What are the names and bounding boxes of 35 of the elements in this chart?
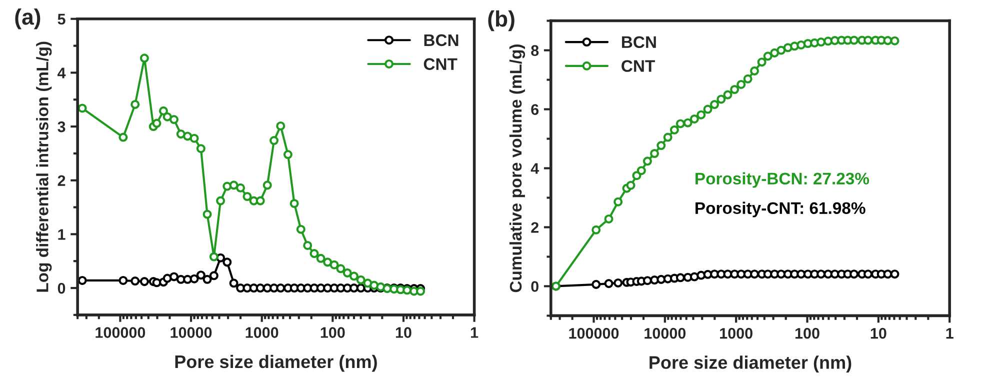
y-tick-label: 0 — [531, 281, 538, 292]
x-tick-label: 1000 — [720, 328, 752, 339]
y-tick-label: 8 — [531, 45, 539, 56]
x-tick-label: 10000 — [170, 327, 212, 338]
y-tick-label: 3 — [58, 121, 66, 132]
annotation: Porosity-CNT: 61.98% — [696, 202, 866, 218]
y-tick-label: 2 — [531, 222, 538, 233]
annotation: Porosity-BCN: 27.23% — [696, 172, 870, 188]
x-tick-label: 10 — [396, 327, 412, 338]
legend-label: BCN — [424, 34, 458, 46]
y-axis-title: Log differential intrusion (mL/g) — [36, 42, 52, 292]
y-axis-title: Cumulative pore volume (mL/g) — [509, 44, 526, 292]
y-tick-label: 2 — [58, 175, 66, 186]
x-tick-label: 1000 — [246, 327, 278, 338]
chart-title: (a) — [15, 8, 40, 30]
y-tick-label: 6 — [531, 104, 539, 115]
x-tick-label: 100 — [320, 327, 345, 338]
legend-label: BCN — [622, 36, 656, 48]
y-tick-label: 0 — [58, 282, 66, 294]
x-tick-label: 10000 — [644, 328, 686, 339]
x-axis-title: Pore size diameter (nm) — [650, 356, 852, 372]
y-tick-label: 4 — [58, 68, 66, 78]
x-tick-label: 1 — [946, 328, 954, 339]
legend-label: CNT — [424, 58, 458, 70]
x-tick-label: 100000 — [96, 327, 146, 338]
x-tick-label: 1 — [471, 327, 478, 338]
legend-label: CNT — [622, 60, 655, 72]
x-tick-label: 100 — [795, 328, 820, 339]
x-tick-label: 100000 — [569, 328, 619, 339]
x-tick-label: 10 — [870, 328, 886, 339]
y-tick-label: 1 — [58, 229, 66, 240]
y-tick-label: 5 — [58, 14, 66, 25]
chart-title: (b) — [488, 10, 514, 32]
y-tick-label: 4 — [530, 163, 540, 174]
x-axis-title: Pore size diameter (nm) — [175, 354, 377, 372]
